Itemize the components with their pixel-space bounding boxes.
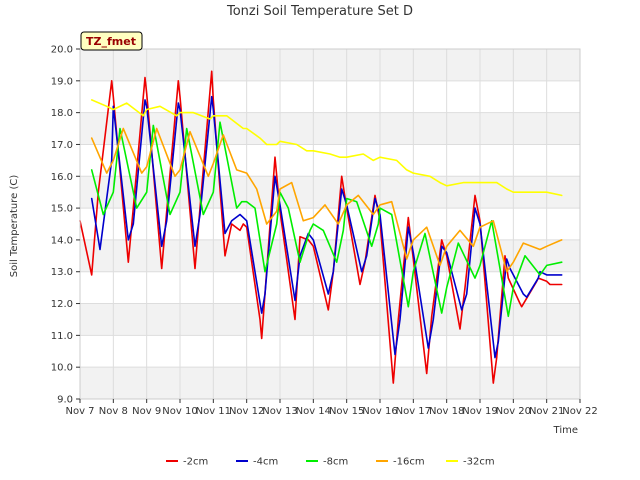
series-lines — [79, 70, 563, 384]
station-badge-box — [80, 31, 143, 51]
chart-title: Tonzi Soil Temperature Set D — [226, 4, 413, 19]
x-tick-label: Nov 16 — [362, 406, 397, 417]
x-tick-label: Nov 8 — [99, 406, 128, 417]
series-line-8cm — [90, 121, 563, 318]
station-badge-label: TZ_fmet — [86, 35, 136, 48]
x-tick-label: Nov 22 — [562, 406, 597, 417]
y-tick-label: 10.0 — [51, 363, 73, 374]
y-tick-label: 13.0 — [51, 267, 73, 278]
x-tick-label: Nov 19 — [462, 406, 497, 417]
x-tick-label: Nov 10 — [162, 406, 197, 417]
x-tick-label: Nov 18 — [429, 406, 464, 417]
series-line-2cm — [79, 70, 563, 384]
legend-label: -8cm — [323, 457, 348, 468]
y-tick-label: 17.0 — [51, 140, 73, 151]
y-tick-label: 19.0 — [51, 76, 73, 87]
x-tick-label: Nov 15 — [329, 406, 364, 417]
x-tick-label: Nov 20 — [496, 406, 531, 417]
y-tick-label: 11.0 — [51, 331, 73, 342]
series-line-16cm — [90, 127, 563, 273]
y-tick-label: 15.0 — [51, 204, 73, 215]
y-tick-label: 18.0 — [51, 108, 73, 119]
station-badge: TZ_fmet — [80, 31, 143, 51]
x-tick-label: Nov 21 — [529, 406, 564, 417]
plot-band — [80, 112, 580, 145]
legend-item: -4cm — [236, 457, 278, 468]
y-tick-label: 16.0 — [51, 172, 73, 183]
x-tick-label: Nov 11 — [196, 406, 231, 417]
plot-band — [80, 367, 580, 399]
legend-item: -32cm — [446, 457, 495, 468]
series-line-4cm — [90, 95, 563, 359]
x-tick-label: Nov 9 — [132, 406, 161, 417]
plot-band — [80, 49, 580, 81]
y-tick-label: 9.0 — [57, 395, 73, 406]
legend-item: -8cm — [306, 457, 348, 468]
legend-item: -2cm — [166, 457, 208, 468]
y-tick-label: 12.0 — [51, 299, 73, 310]
x-tick-label: Nov 14 — [296, 406, 331, 417]
y-tick-label: 20.0 — [51, 45, 73, 56]
plot-frame — [79, 48, 581, 400]
y-axis-label: Soil Temperature (C) — [9, 175, 20, 278]
plot-background-bands — [80, 49, 580, 399]
x-tick-label: Nov 13 — [262, 406, 297, 417]
plot-area — [80, 49, 580, 399]
plot-band — [80, 303, 580, 336]
legend-item: -16cm — [376, 457, 425, 468]
legend-label: -16cm — [393, 457, 425, 468]
x-tick-label: Nov 12 — [229, 406, 264, 417]
legend-label: -4cm — [253, 457, 278, 468]
series-line-32cm — [90, 99, 563, 197]
legend-label: -2cm — [183, 457, 208, 468]
x-axis-label: Time — [553, 425, 578, 436]
x-tick-label: Nov 17 — [396, 406, 431, 417]
y-axis-ticks: 9.0 10.0 11.0 12.0 13.0 14.0 15.0 16.0 17.0 18.0 1… — [51, 45, 80, 406]
legend-label: -32cm — [463, 457, 495, 468]
y-tick-label: 14.0 — [51, 235, 73, 246]
legend: -2cm -4cm -8cm -16cm -32cm — [166, 457, 495, 468]
x-tick-label: Nov 7 — [65, 406, 94, 417]
